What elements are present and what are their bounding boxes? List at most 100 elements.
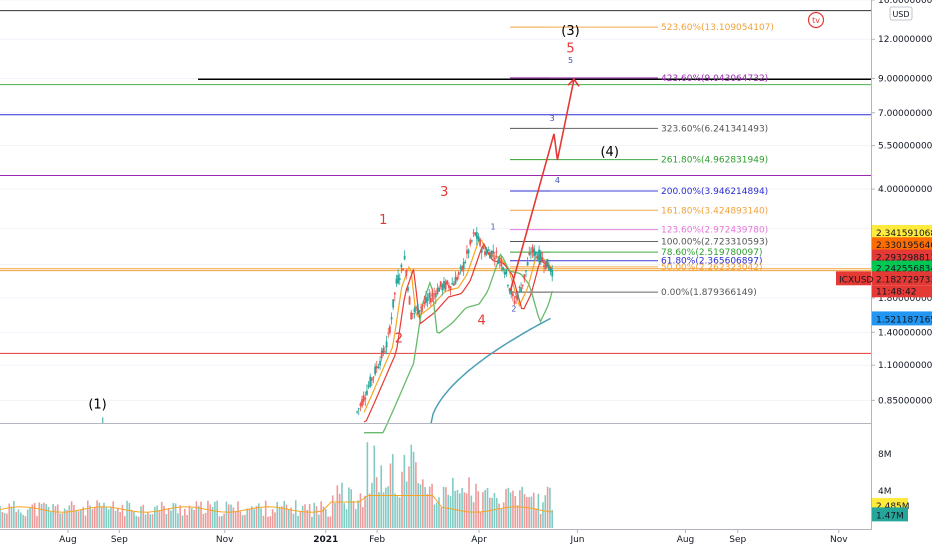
volume-bar [40, 503, 43, 528]
candle-body [403, 255, 406, 260]
volume-bar [66, 510, 68, 528]
candle-body [534, 251, 537, 256]
volume-bar [221, 516, 223, 528]
candle-body [530, 253, 532, 255]
candle-body [446, 280, 449, 285]
wave-label: (1) [88, 398, 106, 413]
volume-bar [546, 486, 549, 528]
candle-body [498, 258, 501, 262]
projection-path[interactable] [509, 79, 575, 291]
price-badge-label: 2.182729733 [876, 275, 932, 285]
volume-bar [6, 513, 8, 528]
wave-label: 4 [555, 176, 560, 185]
candle-body [474, 232, 477, 236]
wave-label: 5 [566, 41, 574, 56]
volume-bar [514, 496, 517, 528]
volume-bar [237, 501, 239, 528]
volume-bar [433, 504, 436, 528]
volume-bar [179, 505, 182, 528]
volume-bar [405, 481, 408, 528]
candle-body [511, 293, 514, 297]
candle-body [487, 249, 490, 251]
volume-bar [234, 511, 237, 528]
fib-level-label: 61.80%(2.365606897) [661, 257, 762, 267]
wave-projection[interactable] [509, 78, 580, 291]
time-tick-label: Aug [59, 535, 77, 545]
volume-bar [489, 497, 491, 528]
candle-body [408, 296, 411, 305]
volume-bar [112, 501, 115, 528]
volume-bar [269, 516, 272, 528]
volume-bar [246, 508, 249, 528]
fib-level-label: 261.80%(4.962831949) [661, 156, 768, 166]
candle-body [389, 326, 391, 333]
candle-body [456, 276, 459, 281]
volume-bar [251, 506, 253, 528]
candle-body [516, 293, 519, 299]
volume-bar [241, 515, 244, 528]
horizontal-lines[interactable] [0, 10, 871, 354]
volume-bar [398, 497, 401, 528]
tradingview-logo[interactable]: tv [807, 11, 825, 29]
volume-tick-label: 8M [878, 450, 892, 460]
volume-bar [190, 508, 193, 528]
volume-bar [33, 502, 36, 528]
volume-bar [274, 512, 276, 528]
volume-bar [214, 501, 216, 528]
volume-bar [172, 503, 175, 528]
volume-bar [223, 513, 225, 528]
candle-body [520, 287, 522, 292]
wave-labels[interactable]: (1) 1 2 3 4 1 2 3 4 5 (3) 5 (4) [88, 24, 619, 413]
volume-bar [297, 515, 299, 528]
candle-body [362, 395, 365, 402]
candle-body [357, 408, 360, 410]
volume-pane: 8M 4M [0, 442, 892, 528]
fib-level-label: 323.60%(6.241341493) [661, 124, 768, 134]
volume-bar [31, 504, 34, 528]
volume-bar [147, 512, 149, 528]
wave-label: 1 [490, 223, 495, 232]
candle-body [364, 397, 367, 400]
candle-body [429, 297, 432, 303]
volume-bar [154, 506, 156, 528]
candle-body [400, 264, 403, 268]
price-badge-label: 2.341591068 [876, 229, 932, 239]
volume-bar [144, 514, 147, 528]
volume-bar [338, 493, 341, 528]
candle-body [431, 293, 434, 297]
currency-badge[interactable]: USD [889, 6, 913, 21]
volume-bar [105, 507, 108, 528]
wave-label: 4 [478, 314, 486, 329]
volume-bar [123, 516, 126, 528]
volume-bar [417, 483, 420, 528]
candle-body [459, 267, 462, 269]
volume-bar [63, 508, 66, 528]
volume-bar [151, 514, 154, 528]
volume-bar [281, 506, 283, 528]
volume-bar [130, 509, 133, 528]
fib-extension-tool[interactable]: 523.60%(13.109054107) 423.60%(9.043064732… [510, 23, 774, 298]
candle-body [425, 296, 427, 304]
candle-body [505, 269, 508, 275]
volume-bar [230, 504, 232, 528]
volume-bar [491, 497, 493, 528]
volume-bar [133, 511, 135, 528]
volume-bar [89, 505, 91, 528]
volume-bar [29, 506, 31, 528]
fib-level-label: 123.60%(2.972439780) [661, 226, 768, 236]
time-axis[interactable]: Aug Sep Nov 2021 Feb Apr Jun Aug Sep Nov [59, 529, 848, 545]
volume-bar [80, 509, 82, 528]
volume-bar [357, 500, 359, 528]
volume-bar [110, 507, 112, 528]
fib-level-label: 50.00%(2.262323042) [661, 263, 762, 273]
volume-bar [493, 493, 496, 528]
candle-body [416, 304, 419, 315]
volume-bar [93, 507, 96, 528]
volume-bar [84, 515, 87, 528]
candle-body [462, 262, 465, 270]
candle-body [543, 265, 545, 268]
candle-body [544, 261, 547, 270]
volume-bar [472, 502, 475, 528]
